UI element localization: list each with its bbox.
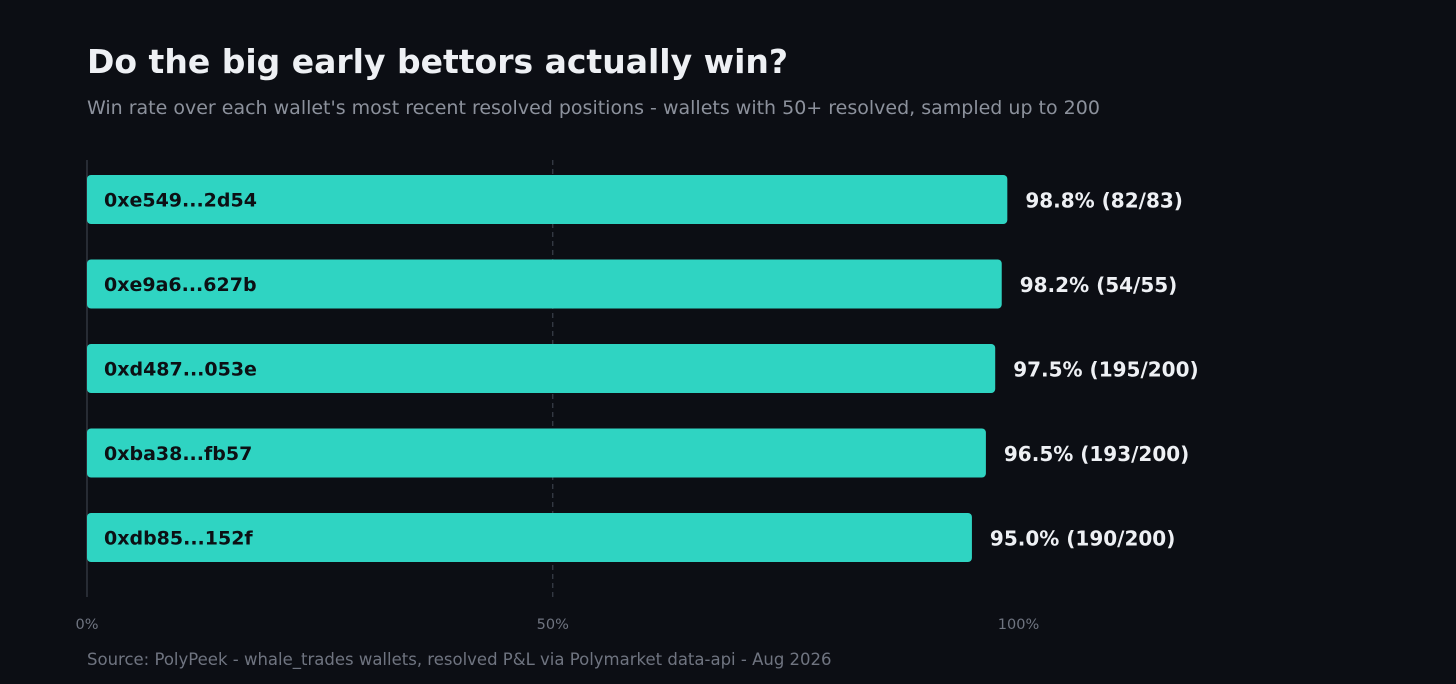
bars-layer: 0xe549...2d54 98.8% (82/83) 0xe9a6...627b 9… bbox=[87, 175, 1199, 562]
source-note: Source: PolyPeek - whale_trades wallets,… bbox=[87, 650, 832, 669]
bar bbox=[87, 513, 972, 562]
bar-category-label: 0xe549...2d54 bbox=[104, 190, 257, 212]
chart-title: Do the big early bettors actually win? bbox=[87, 42, 789, 81]
x-axis-ticks: 0% 50% 100% bbox=[75, 617, 1039, 633]
x-tick-label: 0% bbox=[75, 617, 98, 633]
bar bbox=[87, 428, 986, 478]
bar-category-label: 0xd487...053e bbox=[104, 359, 257, 381]
bar bbox=[87, 259, 1002, 309]
x-tick-label: 50% bbox=[537, 617, 569, 633]
bar bbox=[87, 344, 996, 393]
bar-category-label: 0xe9a6...627b bbox=[104, 274, 257, 296]
bar-value-label: 96.5% (193/200) bbox=[1004, 442, 1189, 466]
bar-value-label: 97.5% (195/200) bbox=[1013, 358, 1198, 382]
bar-category-label: 0xdb85...152f bbox=[104, 528, 253, 550]
bar-value-label: 98.8% (82/83) bbox=[1025, 189, 1183, 213]
chart-subtitle: Win rate over each wallet's most recent … bbox=[87, 97, 1100, 119]
bar-category-label: 0xba38...fb57 bbox=[104, 443, 252, 465]
x-tick-label: 100% bbox=[998, 617, 1039, 633]
bar bbox=[87, 175, 1008, 224]
bar-value-label: 98.2% (54/55) bbox=[1020, 273, 1178, 297]
bar-value-label: 95.0% (190/200) bbox=[990, 527, 1175, 551]
